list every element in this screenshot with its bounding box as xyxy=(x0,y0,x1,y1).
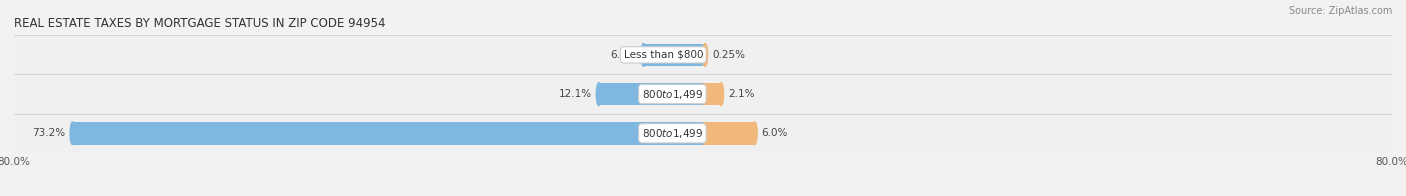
Bar xyxy=(703,122,755,145)
Bar xyxy=(73,122,703,145)
Text: 0.25%: 0.25% xyxy=(711,50,745,60)
Bar xyxy=(14,35,1392,74)
Circle shape xyxy=(752,122,758,145)
Text: Less than $800: Less than $800 xyxy=(623,50,703,60)
Circle shape xyxy=(70,122,75,145)
Circle shape xyxy=(641,44,647,66)
Text: $800 to $1,499: $800 to $1,499 xyxy=(641,127,703,140)
Circle shape xyxy=(596,83,602,105)
Text: REAL ESTATE TAXES BY MORTGAGE STATUS IN ZIP CODE 94954: REAL ESTATE TAXES BY MORTGAGE STATUS IN … xyxy=(14,17,385,30)
Bar xyxy=(703,83,721,105)
Text: 2.1%: 2.1% xyxy=(728,89,755,99)
Text: 6.9%: 6.9% xyxy=(610,50,637,60)
Circle shape xyxy=(703,44,707,66)
Bar xyxy=(599,83,703,105)
Bar xyxy=(14,74,1392,114)
Bar xyxy=(703,44,706,66)
Text: 6.0%: 6.0% xyxy=(762,128,787,138)
Circle shape xyxy=(718,83,724,105)
Bar xyxy=(14,114,1392,153)
Text: $800 to $1,499: $800 to $1,499 xyxy=(641,88,703,101)
Text: Source: ZipAtlas.com: Source: ZipAtlas.com xyxy=(1288,6,1392,16)
Text: 73.2%: 73.2% xyxy=(32,128,66,138)
Bar xyxy=(644,44,703,66)
Text: 12.1%: 12.1% xyxy=(558,89,592,99)
